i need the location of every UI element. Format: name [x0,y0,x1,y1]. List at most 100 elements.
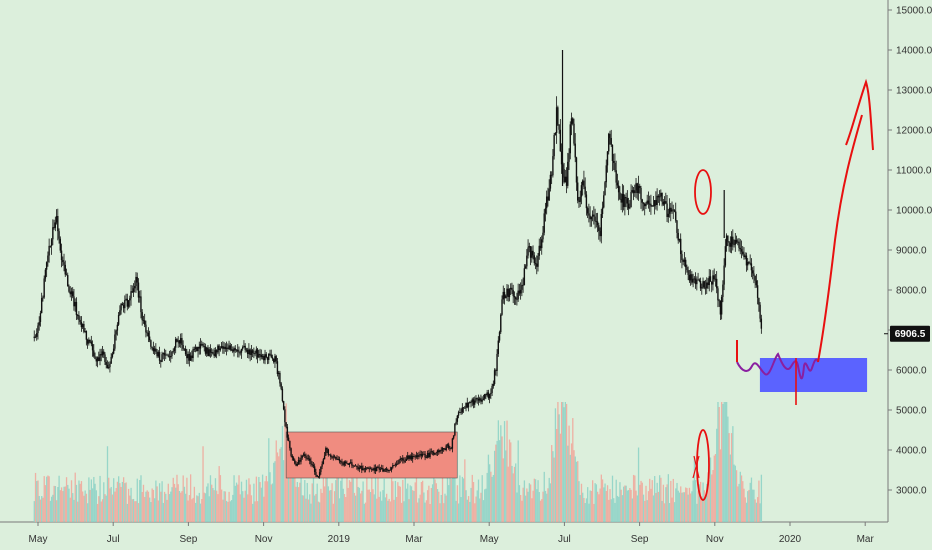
volume-bar [353,492,356,522]
candle-body [718,300,720,302]
candle-body [320,466,322,473]
volume-bar [511,465,513,522]
candle-body [642,202,645,204]
volume-bar [39,499,42,522]
candle-body [213,353,215,357]
candle-body [732,236,734,245]
volume-bar [650,488,652,522]
volume-bar [83,495,85,522]
candle-body [269,353,271,355]
candle-body [599,231,601,237]
highlight-circle-price [694,169,712,215]
volume-bar [58,475,60,522]
volume-bar [271,483,274,522]
candle-body [407,455,409,459]
candle-body [336,458,338,460]
candle-body [196,347,198,352]
volume-bar [737,486,739,522]
volume-bar [668,503,671,522]
volume-bar [636,495,638,522]
candle-body [647,200,650,204]
volume-bar [316,483,318,522]
last-price-tag [890,325,930,342]
volume-bar [326,476,328,522]
candle-body [68,286,70,292]
volume-bar [675,488,677,522]
candle-body [38,321,40,326]
volume-bar [573,450,575,522]
candle-body [228,345,230,349]
volume-bar [175,487,177,522]
volume-bar [590,490,593,522]
volume-bar [585,498,588,522]
candle-body [481,399,483,402]
candle-body [234,348,236,351]
volume-bar [372,489,374,522]
candle-body [646,200,648,204]
volume-bar [250,495,253,522]
volume-bar [409,485,411,522]
candle-body [137,282,140,298]
candle-body [621,193,624,203]
volume-bar [604,483,606,522]
volume-bar [538,492,540,522]
candle-body [537,255,539,267]
volume-bar [436,489,439,522]
volume-bar [578,481,580,522]
volume-bar [556,428,558,522]
candle-body [100,354,102,356]
volume-bar [562,402,564,522]
volume-bar [529,484,532,522]
candle-body [384,468,387,470]
candle-body [594,216,596,222]
volume-bar [593,503,595,522]
volume-bar [415,459,418,522]
candle-body [514,297,517,300]
candle-body [554,132,557,135]
candle-body [414,456,416,458]
candle-body [65,274,68,276]
candle-body [485,394,487,396]
volume-bar [37,480,39,522]
candle-body [296,463,298,466]
candle-body [204,346,207,354]
volume-bar [631,498,634,522]
candle-body [268,353,270,360]
candle-body [55,216,58,223]
volume-bar [655,492,657,522]
volume-bar [280,447,282,522]
candle-body [719,300,722,315]
volume-bar [116,481,119,522]
volume-bar [300,471,302,522]
candle-body [557,107,559,125]
x-tick-label: Mar [405,534,423,545]
candle-body [189,355,192,361]
candle-body [635,183,637,191]
candle-body [259,354,261,355]
volume-bar [261,474,264,522]
candle-body [697,279,699,281]
candle-body [84,331,86,332]
candle-body [306,457,308,459]
volume-bar [382,490,384,522]
volume-bar [183,486,186,522]
candle-body [294,460,296,464]
volume-bar [73,499,75,522]
volume-bar [414,482,416,522]
volume-bar [239,494,241,522]
volume-bar [560,402,563,522]
volume-bar [632,474,635,522]
candle-body [240,348,243,353]
candle-body [625,197,627,199]
volume-bar [252,503,254,522]
volume-bar [477,479,480,522]
candle-body [308,458,311,461]
volume-bar [398,485,400,522]
candle-body [662,201,665,205]
candle-body [198,346,200,349]
candle-body [119,310,121,316]
candle-body [455,421,457,424]
candle-body [388,469,390,471]
candle-body [206,347,208,354]
